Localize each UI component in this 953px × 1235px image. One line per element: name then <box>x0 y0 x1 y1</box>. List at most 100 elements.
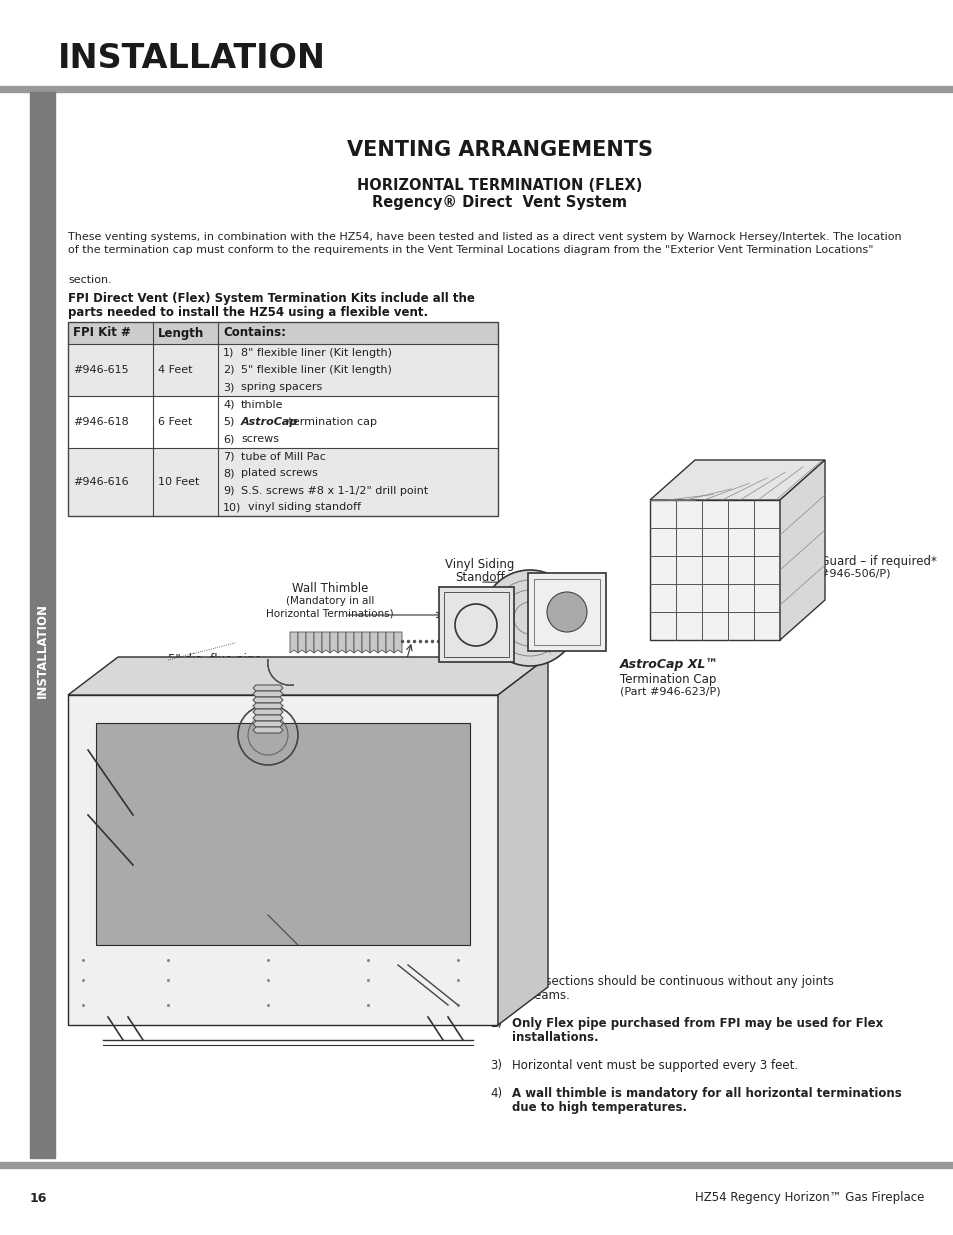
Text: 1): 1) <box>223 348 234 358</box>
Polygon shape <box>394 632 401 653</box>
Text: 5" flexible liner (Kit length): 5" flexible liner (Kit length) <box>241 366 392 375</box>
Text: 10): 10) <box>223 503 241 513</box>
Polygon shape <box>68 695 497 1025</box>
Text: FPI Direct Vent (Flex) System Termination Kits include all the: FPI Direct Vent (Flex) System Terminatio… <box>68 291 475 305</box>
Text: screws: screws <box>241 435 278 445</box>
Text: AstroCap: AstroCap <box>241 417 298 427</box>
Polygon shape <box>253 692 283 697</box>
Polygon shape <box>354 632 361 653</box>
Text: 1): 1) <box>490 974 501 988</box>
Polygon shape <box>268 659 269 672</box>
Text: Contains:: Contains: <box>223 326 286 340</box>
Text: thimble: thimble <box>241 400 283 410</box>
Polygon shape <box>253 685 283 692</box>
Polygon shape <box>270 673 279 683</box>
Text: Termination Cap: Termination Cap <box>619 673 716 685</box>
Text: A wall thimble is mandatory for all horizontal terminations: A wall thimble is mandatory for all hori… <box>512 1087 901 1100</box>
Polygon shape <box>253 721 283 727</box>
Polygon shape <box>297 632 306 653</box>
Polygon shape <box>268 669 275 679</box>
Text: FPI Kit #: FPI Kit # <box>73 326 131 340</box>
Text: 8): 8) <box>223 468 234 478</box>
Text: (Part #946-623/P): (Part #946-623/P) <box>619 687 720 697</box>
Bar <box>527 573 605 651</box>
Polygon shape <box>273 678 284 684</box>
Bar <box>68 322 497 345</box>
Text: 4): 4) <box>490 1087 501 1100</box>
Text: 4 Feet: 4 Feet <box>158 366 193 375</box>
Polygon shape <box>306 632 314 653</box>
Text: S.S. screws #8 x 1-1/2" drill point: S.S. screws #8 x 1-1/2" drill point <box>241 485 428 495</box>
Text: spring spacers: spring spacers <box>241 383 322 393</box>
Text: of the termination cap must conform to the requirements in the Vent Terminal Loc: of the termination cap must conform to t… <box>68 245 873 254</box>
Bar <box>68 345 497 396</box>
Polygon shape <box>281 683 294 685</box>
Circle shape <box>546 592 586 632</box>
Text: Horizontal vent must be supported every 3 feet.: Horizontal vent must be supported every … <box>512 1058 798 1072</box>
Polygon shape <box>780 459 824 640</box>
Bar <box>96 722 470 945</box>
Text: plated screws: plated screws <box>241 468 317 478</box>
Text: 10 Feet: 10 Feet <box>158 477 199 487</box>
Circle shape <box>481 571 578 666</box>
Polygon shape <box>361 632 370 653</box>
Text: installations.: installations. <box>512 1031 598 1044</box>
Text: (Mandatory in all: (Mandatory in all <box>286 597 374 606</box>
Text: Notes:: Notes: <box>490 960 535 973</box>
Text: #946-615: #946-615 <box>73 366 129 375</box>
Text: 6 Feet: 6 Feet <box>158 417 193 427</box>
Text: HORIZONTAL TERMINATION (FLEX): HORIZONTAL TERMINATION (FLEX) <box>357 178 642 193</box>
Polygon shape <box>322 632 330 653</box>
Text: 8" dia.: 8" dia. <box>115 685 158 698</box>
Text: 5): 5) <box>223 417 234 427</box>
Polygon shape <box>253 715 283 721</box>
Text: Length: Length <box>158 326 204 340</box>
Bar <box>68 322 497 516</box>
Text: Liner sections should be continuous without any joints: Liner sections should be continuous with… <box>512 974 833 988</box>
Bar <box>0 1162 953 1168</box>
Text: 8" flexible liner (Kit length): 8" flexible liner (Kit length) <box>241 348 392 358</box>
Text: Standoff: Standoff <box>455 571 504 584</box>
Polygon shape <box>337 632 346 653</box>
Text: vinyl siding standoff: vinyl siding standoff <box>248 503 360 513</box>
Polygon shape <box>314 632 322 653</box>
Polygon shape <box>253 697 283 703</box>
Text: Vinyl Siding: Vinyl Siding <box>445 558 515 571</box>
Bar <box>68 396 497 448</box>
Text: 3): 3) <box>490 1058 501 1072</box>
Text: 9): 9) <box>223 485 234 495</box>
Text: 16: 16 <box>30 1192 48 1204</box>
Polygon shape <box>649 459 824 500</box>
Text: Regency® Direct  Vent System: Regency® Direct Vent System <box>372 194 627 210</box>
Text: Flue pipe: Flue pipe <box>115 699 169 713</box>
Polygon shape <box>290 632 297 653</box>
Polygon shape <box>649 500 780 640</box>
Text: #946-618: #946-618 <box>73 417 129 427</box>
Text: INSTALLATION: INSTALLATION <box>35 603 49 698</box>
Text: 7): 7) <box>223 452 234 462</box>
Text: #946-616: #946-616 <box>73 477 129 487</box>
Polygon shape <box>253 709 283 715</box>
Polygon shape <box>346 632 354 653</box>
Polygon shape <box>68 657 547 695</box>
Text: termination cap: termination cap <box>285 417 376 427</box>
Text: parts needed to install the HZ54 using a flexible vent.: parts needed to install the HZ54 using a… <box>68 306 428 319</box>
Polygon shape <box>276 680 289 685</box>
Text: 4): 4) <box>223 400 234 410</box>
Bar <box>438 587 514 662</box>
Text: INSTALLATION: INSTALLATION <box>58 42 326 74</box>
Text: These venting systems, in combination with the HZ54, have been tested and listed: These venting systems, in combination wi… <box>68 232 901 242</box>
Polygon shape <box>253 703 283 709</box>
Text: or seams.: or seams. <box>512 989 569 1002</box>
Text: (Part #946-506/P): (Part #946-506/P) <box>789 569 889 579</box>
Text: 5" dia. flue pipe: 5" dia. flue pipe <box>168 653 261 667</box>
Text: spring spacer: spring spacer <box>397 683 477 697</box>
Bar <box>443 592 509 657</box>
Bar <box>30 91 55 1158</box>
Polygon shape <box>370 632 377 653</box>
Polygon shape <box>377 632 386 653</box>
Text: tube of Mill Pac: tube of Mill Pac <box>241 452 326 462</box>
Bar <box>534 579 599 645</box>
Text: 3): 3) <box>223 383 234 393</box>
Text: due to high temperatures.: due to high temperatures. <box>512 1100 686 1114</box>
